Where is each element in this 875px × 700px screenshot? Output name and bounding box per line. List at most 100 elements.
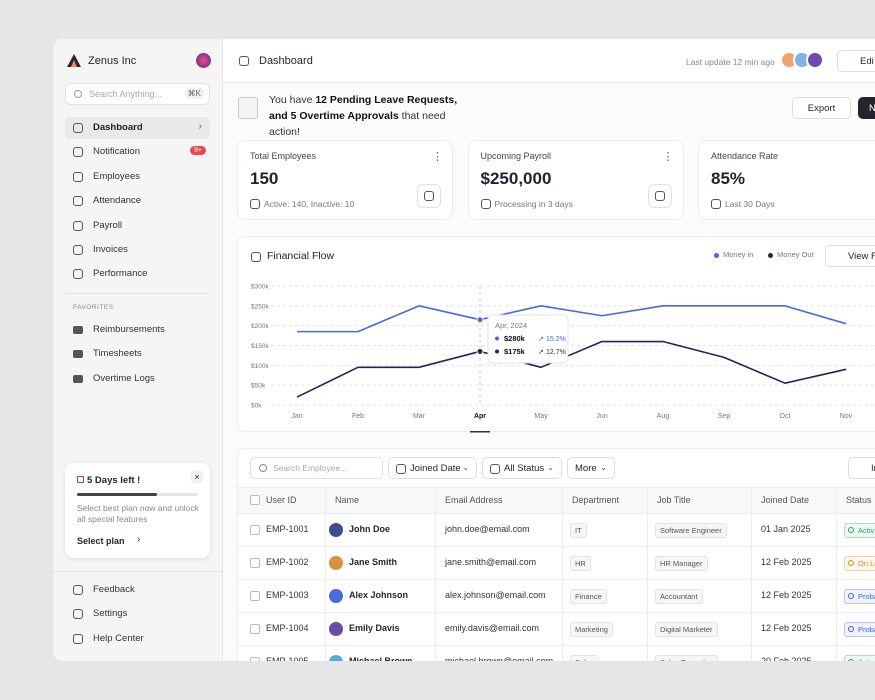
nav-label: Performance [93, 268, 148, 280]
menu-dots[interactable]: ⋮ [662, 151, 674, 163]
close-button[interactable]: × [190, 470, 204, 484]
nav-item[interactable]: Performance [65, 263, 210, 285]
nav-item[interactable]: Notification 9+ [65, 141, 210, 163]
stat-sub: Active: 140, Inactive: 10 [264, 199, 355, 209]
checkbox[interactable] [250, 495, 260, 505]
y-tick-label: $300k [251, 284, 269, 291]
column-header: Job Title [657, 495, 691, 505]
search-placeholder: Search Anything... [89, 89, 163, 99]
footer-item[interactable]: Feedback [65, 579, 210, 601]
tooltip-title: Apr, 2024 [495, 321, 527, 330]
y-tick-label: $250k [251, 303, 269, 310]
export-button[interactable]: Export [792, 97, 851, 119]
checkbox[interactable] [250, 591, 260, 601]
column-separator [562, 487, 563, 661]
stat-card: Upcoming Payroll $250,000 Processing in 3 … [467, 140, 684, 220]
search-box[interactable]: Search Anything... ⌘K [65, 83, 210, 105]
header-bar [223, 39, 875, 83]
cell: Alex Johnson [349, 590, 409, 600]
filter-button[interactable]: All Status ⌄ [482, 457, 562, 479]
nav-item[interactable]: Dashboard › [65, 117, 210, 139]
column-separator [836, 487, 837, 661]
table-row [238, 613, 875, 646]
menu-dots[interactable]: ⋮ [432, 151, 443, 163]
column-separator [435, 487, 436, 661]
status-badge: On Le [844, 556, 875, 571]
legend-label: Money in [723, 250, 754, 259]
nav-item[interactable]: Employees [65, 166, 210, 188]
favorite-item[interactable]: Overtime Logs [65, 368, 210, 390]
table-search[interactable]: Search Employee... [250, 457, 383, 479]
favorite-item[interactable]: Timesheets [65, 343, 210, 365]
x-tick-label: Aug [657, 413, 670, 420]
active-underline [470, 431, 490, 433]
nav-item[interactable]: Invoices [65, 239, 210, 261]
icon [73, 220, 83, 231]
icon [654, 191, 665, 201]
nav-item[interactable]: Payroll [65, 215, 210, 237]
footer-item[interactable]: Help Center [65, 628, 210, 650]
cell-badge: Sales [570, 655, 599, 661]
icon [73, 269, 83, 280]
cell: Michael Brown [349, 656, 413, 661]
notice-part: that need action! [269, 110, 446, 138]
status-badge: Proba [844, 622, 875, 637]
cell-badge: Digital Marketer [655, 622, 718, 637]
icon [73, 585, 83, 595]
promo-icon [77, 476, 84, 483]
divider [53, 571, 223, 572]
icon [424, 191, 434, 201]
favorite-label: Reimbursements [93, 324, 165, 335]
icon [73, 374, 83, 383]
notice-part: You have [269, 94, 316, 106]
column-header: Joined Date [761, 495, 810, 505]
section-title: FAVORITES [73, 304, 114, 311]
table-action[interactable]: In [848, 457, 875, 479]
tooltip-box [487, 314, 569, 364]
search-icon [74, 90, 82, 98]
footer-item[interactable]: Settings [65, 603, 210, 625]
legend-dot [714, 253, 719, 258]
page-title: Dashboard [259, 55, 313, 67]
icon [73, 609, 83, 620]
hover-point [476, 347, 484, 355]
y-tick-label: $150k [251, 343, 269, 350]
promo-title: 5 Days left ! [87, 475, 141, 486]
logo-shape [71, 60, 77, 67]
table-card: Search Employee... Joined Date ⌄ All Status… [237, 448, 875, 661]
cell: 12 Feb 2025 [761, 590, 812, 600]
nav-item[interactable]: Attendance [65, 190, 210, 212]
view-button[interactable]: View Re [825, 245, 875, 267]
status-badge: Proba [844, 589, 875, 604]
promo-text: Select best plan now and unlock all spec… [77, 503, 199, 524]
favorite-item[interactable]: Reimbursements [65, 319, 210, 341]
nav-label: Payroll [93, 219, 123, 231]
cell: Jane Smith [349, 557, 398, 567]
app-window: Zenus Inc Search Anything... ⌘K Dashboard › N… [53, 39, 875, 661]
filter-button[interactable]: More ⌄ [567, 457, 615, 479]
column-header: Department [572, 495, 620, 505]
edit-button[interactable]: Edi [837, 50, 875, 72]
checkbox[interactable] [250, 525, 260, 535]
logo [67, 54, 81, 67]
company-name[interactable]: Zenus Inc [88, 55, 137, 67]
new-button[interactable]: N [858, 97, 875, 119]
status-dot [848, 659, 854, 661]
icon [73, 196, 83, 207]
checkbox[interactable] [250, 558, 260, 568]
tooltip-dot [495, 336, 499, 341]
promo-action[interactable]: Select plan [77, 536, 125, 546]
checkbox[interactable] [250, 657, 260, 661]
filter-button[interactable]: Joined Date ⌄ [388, 457, 477, 479]
y-tick-label: $0k [251, 403, 262, 410]
tooltip-change: 15.2% [546, 336, 566, 343]
cell-badge: Accountant [655, 589, 703, 604]
icon [711, 199, 721, 209]
footer-label: Settings [93, 608, 128, 620]
cell: EMP-1001 [266, 524, 309, 534]
cell-badge: Sales Executive [655, 655, 719, 661]
chevron: › [137, 534, 141, 545]
avatar [196, 53, 211, 68]
checkbox[interactable] [250, 624, 260, 634]
